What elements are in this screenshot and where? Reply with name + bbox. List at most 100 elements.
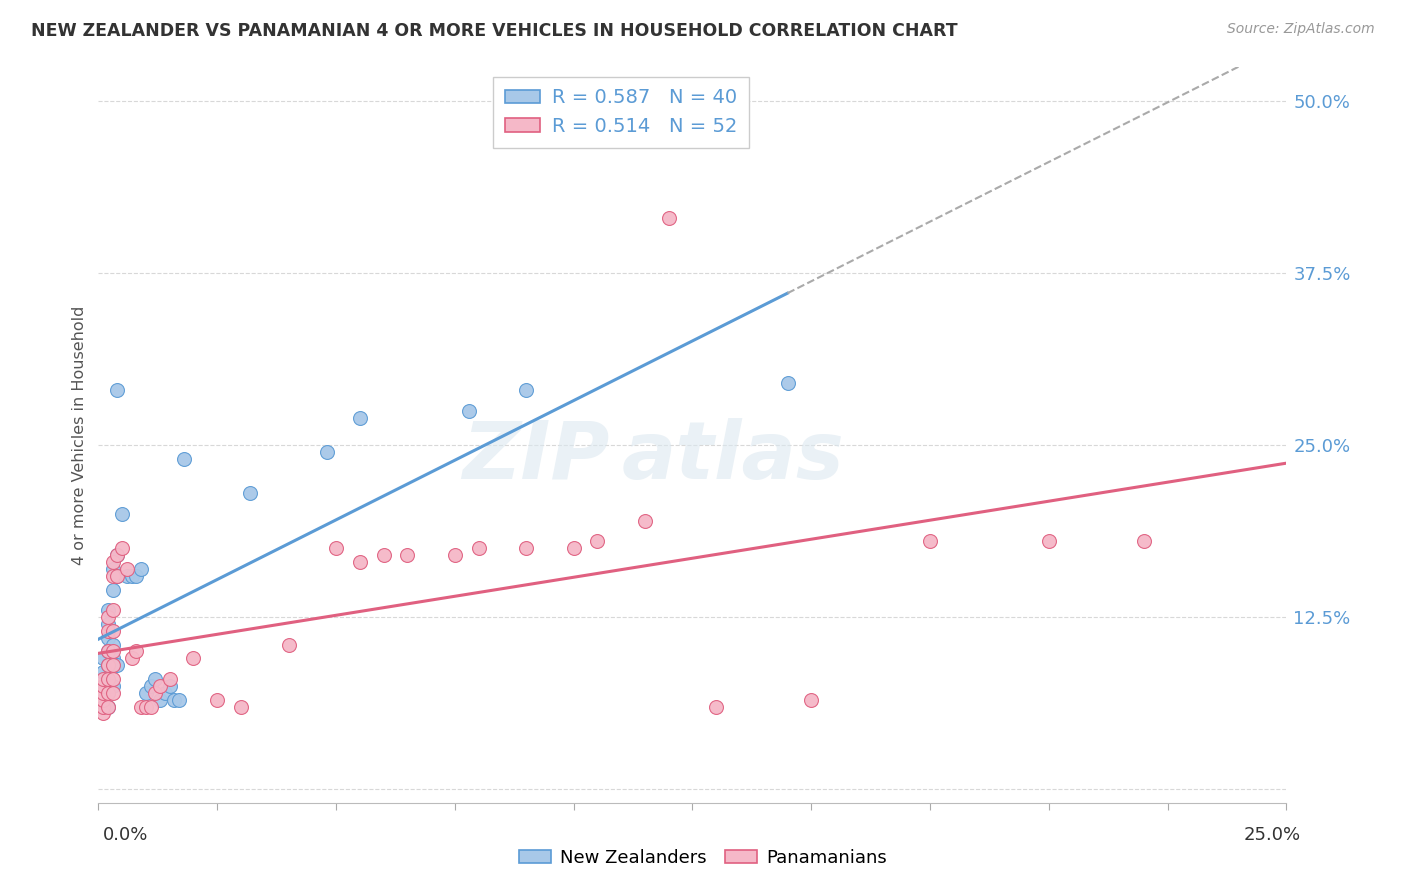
Point (145, 686, 167, 700)
Point (101, 686, 124, 700)
Point (586, 534, 609, 549)
Point (101, 651, 124, 665)
Point (97, 658, 120, 673)
Point (107, 548, 129, 562)
Text: atlas: atlas (621, 418, 844, 496)
Point (97, 699, 120, 714)
Point (101, 679, 124, 693)
Point (920, 534, 942, 549)
Point (173, 451, 195, 466)
Point (97, 631, 120, 645)
Point (91, 665, 114, 680)
Point (91, 699, 114, 714)
Point (349, 410, 371, 425)
Point (91, 706, 114, 721)
Point (167, 692, 190, 706)
Point (101, 638, 124, 652)
Point (101, 672, 124, 686)
Text: NEW ZEALANDER VS PANAMANIAN 4 OR MORE VEHICLES IN HOUSEHOLD CORRELATION CHART: NEW ZEALANDER VS PANAMANIAN 4 OR MORE VE… (31, 22, 957, 40)
Text: 25.0%: 25.0% (1243, 826, 1301, 844)
Legend: R = 0.587   N = 40, R = 0.514   N = 52: R = 0.587 N = 40, R = 0.514 N = 52 (494, 77, 749, 148)
Point (97, 699, 120, 714)
Point (97, 686, 120, 700)
Point (107, 658, 129, 673)
Point (800, 692, 823, 706)
Point (229, 699, 252, 714)
Point (515, 383, 537, 397)
Point (349, 555, 371, 569)
Point (239, 486, 262, 500)
Point (101, 603, 124, 617)
Point (139, 699, 162, 714)
Point (135, 686, 157, 700)
Point (325, 541, 347, 556)
Point (101, 624, 124, 638)
Point (159, 679, 181, 693)
Point (373, 548, 395, 562)
Point (135, 699, 157, 714)
Point (115, 562, 138, 576)
Y-axis label: 4 or more Vehicles in Household: 4 or more Vehicles in Household (72, 305, 87, 565)
Point (562, 541, 585, 556)
Point (107, 569, 129, 583)
Point (101, 582, 124, 597)
Point (776, 376, 799, 391)
Point (97, 617, 120, 632)
Point (467, 541, 489, 556)
Point (121, 651, 143, 665)
Point (159, 672, 181, 686)
Point (129, 699, 152, 714)
Point (101, 562, 124, 576)
Point (444, 548, 467, 562)
Point (97, 686, 120, 700)
Point (277, 638, 299, 652)
Point (111, 541, 134, 556)
Point (107, 548, 129, 562)
Point (125, 569, 148, 583)
Point (149, 692, 172, 706)
Point (163, 692, 186, 706)
Point (97, 603, 120, 617)
Point (97, 672, 120, 686)
Point (634, 514, 657, 528)
Point (207, 692, 229, 706)
Point (458, 404, 481, 418)
Point (515, 541, 537, 556)
Point (125, 644, 148, 658)
Text: 0.0%: 0.0% (103, 826, 148, 844)
Text: ZIP: ZIP (463, 418, 609, 496)
Point (139, 679, 162, 693)
Point (101, 569, 124, 583)
Point (107, 383, 129, 397)
Point (97, 644, 120, 658)
Point (91, 686, 114, 700)
Point (91, 692, 114, 706)
Point (91, 679, 114, 693)
Text: Source: ZipAtlas.com: Source: ZipAtlas.com (1227, 22, 1375, 37)
Point (121, 569, 143, 583)
Point (1038, 534, 1060, 549)
Point (101, 644, 124, 658)
Point (91, 651, 114, 665)
Point (111, 507, 134, 521)
Point (97, 644, 120, 658)
Point (91, 679, 114, 693)
Point (149, 679, 172, 693)
Point (115, 569, 138, 583)
Point (315, 445, 337, 459)
Point (704, 699, 727, 714)
Point (101, 555, 124, 569)
Point (97, 624, 120, 638)
Point (396, 548, 419, 562)
Point (107, 569, 129, 583)
Point (97, 610, 120, 624)
Point (97, 658, 120, 673)
Point (145, 672, 167, 686)
Point (1133, 534, 1156, 549)
Point (101, 658, 124, 673)
Point (91, 699, 114, 714)
Point (658, 211, 681, 226)
Point (91, 672, 114, 686)
Legend: New Zealanders, Panamanians: New Zealanders, Panamanians (512, 842, 894, 874)
Point (129, 562, 152, 576)
